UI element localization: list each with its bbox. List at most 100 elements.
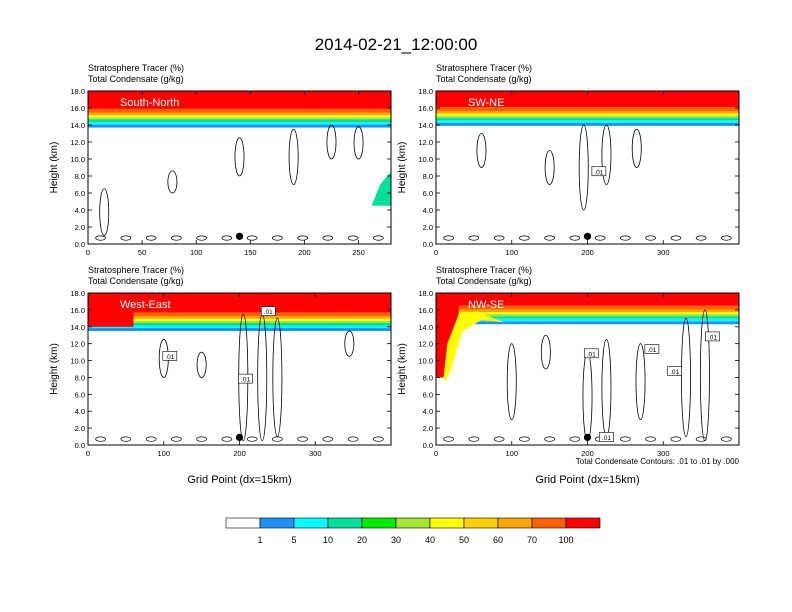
y-tick-label: 0.0: [423, 441, 433, 450]
surface-contour: [645, 235, 656, 241]
panel-header-condensate: Total Condensate (g/kg): [88, 74, 184, 84]
contour-label-box: [591, 166, 607, 177]
tracer-band-10: [436, 117, 739, 121]
condensate-contour: [99, 188, 110, 236]
x-tick-label: 100: [505, 449, 518, 458]
colorbar-label: 40: [425, 535, 435, 545]
surface-contour: [620, 235, 631, 241]
panel-label: South-North: [120, 97, 179, 109]
condensate-contour: [540, 334, 551, 370]
y-tick-label: 14.0: [418, 121, 433, 130]
y-tick-label: 14.0: [70, 323, 85, 332]
tracer-band-100: [88, 293, 391, 313]
condensate-contour: [635, 343, 646, 421]
condensate-contour: [476, 133, 487, 168]
colorbar-label: 50: [459, 535, 469, 545]
tracer-band-100: [436, 91, 739, 108]
surface-contour: [347, 235, 359, 241]
tracer-band-1: [436, 321, 739, 325]
contour-label-box: [583, 348, 599, 359]
y-tick-label: 18.0: [70, 289, 85, 298]
tracer-intrusion-yellow: [443, 311, 505, 382]
colorbar-label: 10: [323, 535, 333, 545]
y-tick-label: 2.0: [423, 424, 433, 433]
x-tick-label: 0: [434, 248, 438, 257]
contour-label-box: [162, 351, 178, 361]
y-tick-label: 10.0: [70, 155, 85, 164]
colorbar: 1 5 10 20 30 40 50 60 70 100: [225, 517, 601, 545]
surface-contour: [373, 436, 384, 442]
panel-plot-area: .01 .01 .01 .01 .01: [436, 293, 739, 445]
y-axis-label: Height (km): [397, 142, 408, 194]
panel-frame: [87, 90, 392, 245]
tracer-band-30: [88, 117, 391, 120]
location-marker: [235, 433, 244, 441]
y-axis-label: Height (km): [397, 343, 408, 395]
tracer-band-5: [88, 122, 391, 125]
y-tick-label: 12.0: [70, 340, 85, 349]
tracer-band-1: [88, 124, 391, 128]
tracer-band-5: [88, 325, 391, 329]
colorbar-swatch: [395, 517, 431, 529]
surface-contour: [120, 436, 132, 442]
surface-contour: [221, 235, 233, 241]
y-tick-label: 2.0: [75, 424, 85, 433]
colorbar-label: 5: [291, 535, 296, 545]
condensate-contour: [681, 317, 691, 437]
y-tick-label: 8.0: [75, 172, 85, 181]
condensate-contour: [326, 124, 337, 160]
panel-plot-area: [88, 91, 391, 244]
surface-contour: [171, 235, 182, 241]
y-tick-label: 10.0: [418, 357, 433, 366]
condensate-contour: [288, 128, 299, 185]
x-tick-label: 300: [657, 248, 670, 257]
tracer-band-10: [436, 316, 739, 319]
y-tick-label: 10.0: [70, 357, 85, 366]
condensate-contour: [601, 124, 612, 185]
surface-contour: [620, 436, 631, 442]
colorbar-label: 1: [257, 535, 262, 545]
tracer-band-70: [88, 312, 391, 317]
surface-contour: [443, 235, 454, 241]
x-tick-label: 100: [157, 449, 170, 458]
y-tick-label: 8.0: [423, 373, 433, 382]
condensate-contour: [631, 128, 642, 168]
y-tick-label: 6.0: [75, 390, 85, 399]
contour-label: .01: [594, 169, 603, 176]
tracer-band-60: [88, 112, 391, 116]
contour-label: .01: [647, 347, 656, 354]
tracer-band-60: [88, 316, 391, 319]
colorbar-swatch: [225, 517, 261, 529]
colorbar-swatch: [259, 517, 295, 529]
tracer-band-50: [436, 113, 739, 116]
condensate-contour: [578, 124, 589, 211]
surface-contour: [145, 436, 157, 442]
y-tick-label: 4.0: [75, 407, 85, 416]
y-axis-label: Height (km): [49, 343, 60, 395]
surface-contour: [569, 436, 581, 442]
panel-label: NW-SE: [468, 299, 504, 311]
y-tick-label: 18.0: [70, 87, 85, 96]
y-tick-label: 4.0: [423, 407, 433, 416]
y-tick-label: 16.0: [418, 306, 433, 315]
surface-contour: [519, 235, 530, 241]
panel-header-tracer: Stratosphere Tracer (%): [436, 63, 532, 73]
y-tick-label: 12.0: [418, 340, 433, 349]
y-tick-label: 0.0: [423, 240, 433, 249]
surface-contour: [493, 235, 505, 241]
panel-header-condensate: Total Condensate (g/kg): [436, 74, 532, 84]
surface-contour: [373, 235, 384, 241]
y-tick-label: 6.0: [75, 189, 85, 198]
condensate-contour: [544, 150, 555, 185]
contour-footnote: Total Condensate Contours: .01 to .01 by…: [576, 457, 740, 466]
x-tick-label: 200: [581, 248, 594, 257]
y-tick-label: 6.0: [423, 390, 433, 399]
tracer-band-5: [436, 120, 739, 123]
colorbar-swatch: [565, 517, 601, 529]
surface-contour: [544, 436, 555, 442]
y-tick-label: 8.0: [423, 172, 433, 181]
location-marker: [583, 232, 592, 240]
panel-header-condensate: Total Condensate (g/kg): [436, 276, 532, 286]
y-tick-label: 2.0: [75, 223, 85, 232]
